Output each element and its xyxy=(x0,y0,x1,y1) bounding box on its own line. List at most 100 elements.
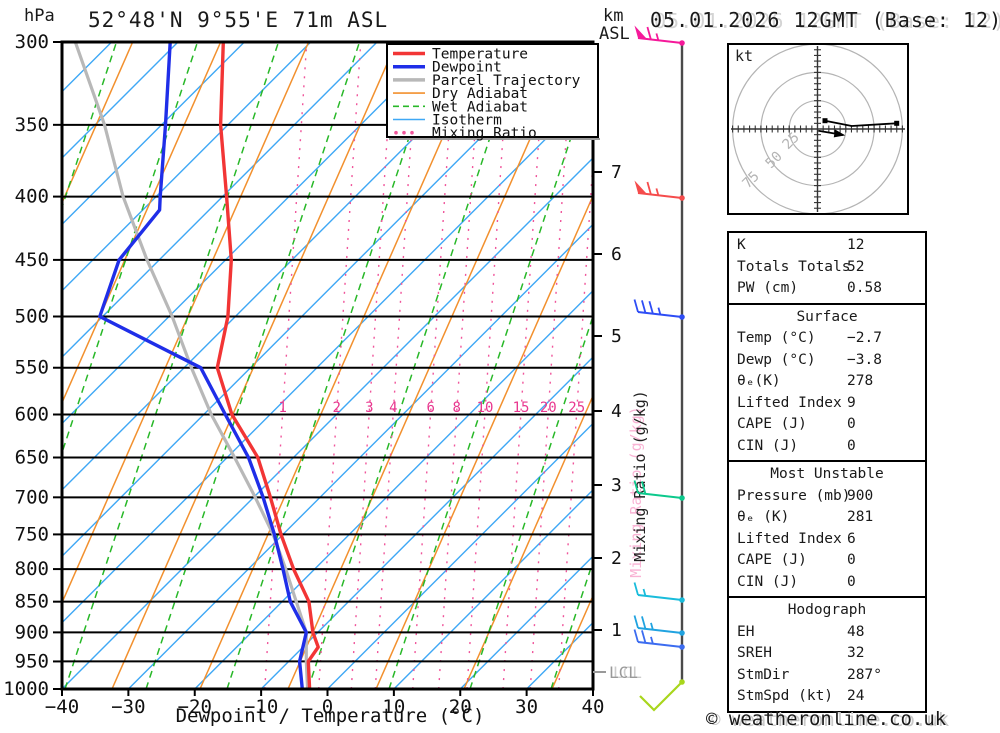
index-label: PW (cm) xyxy=(737,280,799,296)
mixing-ratio-lines xyxy=(263,42,593,689)
svg-text:2: 2 xyxy=(332,400,340,416)
index-label: CIN (J) xyxy=(737,437,799,454)
km-asl-axis: 1 2 3 4 5 6 7 xyxy=(593,162,622,641)
pressure-axis-labels: 300 350 400 450 500 550 600 650 700 750 800 850 900 9… xyxy=(3,31,62,700)
index-row: Lifted Index 6 xyxy=(729,529,925,551)
wind-barb xyxy=(633,299,685,320)
index-label: Totals Totals xyxy=(737,258,851,275)
svg-text:−20: −20 xyxy=(178,696,212,718)
svg-text:8: 8 xyxy=(452,400,460,416)
index-row: CIN (J) 0 xyxy=(729,572,925,594)
legend-label: Temperature xyxy=(432,47,528,63)
svg-text:5: 5 xyxy=(611,326,622,347)
index-row: Totals Totals 52 xyxy=(729,257,925,279)
isotherm-lines xyxy=(62,42,593,689)
lcl-marker: LCL xyxy=(593,663,638,682)
wind-barb xyxy=(633,629,685,650)
index-row: Lifted Index 9 xyxy=(729,393,925,415)
index-label: Temp (°C) xyxy=(737,330,816,346)
svg-text:20: 20 xyxy=(449,696,472,718)
indices-section-header: Most Unstable xyxy=(770,466,884,482)
indices-section: Surface Temp (°C) −2.7 Dewp (°C) −3.8 θₑ(K) 27… xyxy=(729,302,925,461)
indices-section-header: Surface xyxy=(796,308,858,325)
svg-text:15: 15 xyxy=(513,400,530,416)
x-axis-title: Dewpoint / Temperature (°C) xyxy=(176,705,485,727)
index-label: StmDir xyxy=(737,666,790,683)
index-value: 278 xyxy=(847,373,874,389)
indices-section: Most Unstable Pressure (mb) 900 θₑ (K) 281 Li… xyxy=(729,460,925,596)
svg-text:10: 10 xyxy=(382,696,405,718)
indices-section-header: Hodograph xyxy=(787,602,867,618)
legend-label: Dewpoint xyxy=(432,60,502,76)
index-label: θₑ(K) xyxy=(737,373,781,389)
index-value: 24 xyxy=(847,688,865,704)
hodograph-ring-label: 75 xyxy=(740,169,763,192)
svg-text:10: 10 xyxy=(477,400,494,416)
altitude-unit-km-label: km xyxy=(603,6,624,26)
index-row: Dewp (°C) −3.8 xyxy=(729,350,925,372)
svg-text:25: 25 xyxy=(568,400,585,416)
index-value: 0.58 xyxy=(847,280,882,296)
temperature-axis-labels: −40 −30 −20 −10 0 10 20 30 40 Dewpoint / Temperat… xyxy=(45,689,605,727)
legend-label: Mixing Ratio xyxy=(432,126,537,142)
copyright-label: © weatheronline.co.uk xyxy=(706,708,947,730)
hodograph-ring-label: 25 xyxy=(780,130,803,153)
svg-text:3: 3 xyxy=(365,400,373,416)
svg-text:450: 450 xyxy=(15,249,49,271)
wind-barb xyxy=(633,615,685,636)
index-row: Temp (°C) −2.7 xyxy=(729,328,925,350)
index-value: 0 xyxy=(847,573,856,590)
svg-text:0: 0 xyxy=(322,696,333,718)
svg-text:750: 750 xyxy=(15,523,49,545)
index-row: SREH 32 xyxy=(729,643,925,665)
index-value: 281 xyxy=(847,509,874,525)
index-label: StmSpd (kt) xyxy=(737,688,834,704)
svg-text:550: 550 xyxy=(15,357,49,379)
svg-text:40: 40 xyxy=(582,696,605,718)
svg-text:700: 700 xyxy=(15,486,49,508)
mixing-ratio-labels: 1 2 3 4 6 8 10 15 20 25 xyxy=(278,400,585,416)
index-label: θₑ (K) xyxy=(737,509,790,525)
altitude-unit-asl-label: ASL xyxy=(599,24,630,44)
indices-section: K 12 Totals Totals 52 PW (cm) 0.58 xyxy=(729,233,925,303)
index-label: K xyxy=(737,237,746,253)
parcel-trajectory-curve xyxy=(73,42,310,689)
stability-indices-table: K 12 Totals Totals 52 PW (cm) 0.58 Surface Temp… xyxy=(727,231,927,713)
index-row: PW (cm) 0.58 xyxy=(729,278,925,300)
svg-text:−10: −10 xyxy=(244,696,278,718)
wet-adiabat-lines xyxy=(62,42,593,689)
index-value: −2.7 xyxy=(847,330,882,346)
svg-text:400: 400 xyxy=(15,186,49,208)
svg-text:850: 850 xyxy=(15,591,49,613)
svg-text:30: 30 xyxy=(515,696,538,718)
svg-text:6: 6 xyxy=(426,400,434,416)
index-row: Pressure (mb) 900 xyxy=(729,486,925,508)
svg-text:1: 1 xyxy=(278,400,286,416)
index-value: 52 xyxy=(847,258,865,275)
index-value: 0 xyxy=(847,416,856,432)
index-value: 48 xyxy=(847,623,865,640)
svg-text:900: 900 xyxy=(15,621,49,643)
dry-adiabat-lines xyxy=(62,42,593,689)
index-label: Lifted Index xyxy=(737,530,842,547)
svg-text:7: 7 xyxy=(611,162,622,183)
legend-label: Isotherm xyxy=(432,113,502,129)
index-value: 900 xyxy=(847,487,874,504)
index-label: SREH xyxy=(737,645,772,661)
svg-text:1000: 1000 xyxy=(3,678,49,700)
hodograph-unit-label: kt xyxy=(735,47,753,65)
index-label: Pressure (mb) xyxy=(737,487,851,504)
index-row: θₑ(K) 278 xyxy=(729,371,925,393)
index-label: Dewp (°C) xyxy=(737,351,816,368)
station-title: 52°48'N 9°55'E 71m ASL xyxy=(88,8,389,32)
svg-text:650: 650 xyxy=(15,447,49,469)
index-row: CIN (J) 0 xyxy=(729,436,925,458)
index-value: −3.8 xyxy=(847,351,882,368)
index-row: CAPE (J) 0 xyxy=(729,550,925,572)
indices-section: Hodograph EH 48 SREH 32 StmDir 287° StmSpd (kt)… xyxy=(729,596,925,711)
index-label: CAPE (J) xyxy=(737,416,807,432)
svg-text:800: 800 xyxy=(15,558,49,580)
